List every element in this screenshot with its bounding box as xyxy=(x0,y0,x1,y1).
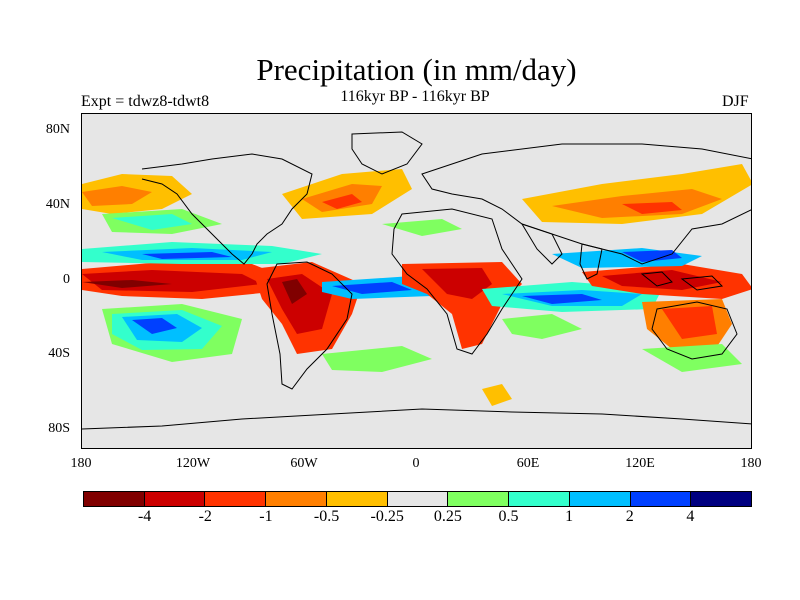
colorbar-cell xyxy=(509,492,570,506)
colorbar-cell xyxy=(387,492,449,506)
coastlines xyxy=(82,131,751,430)
x-tick-label: 0 xyxy=(412,456,420,471)
colorbar-label: 0.5 xyxy=(498,508,519,525)
x-tick-label: 120W xyxy=(175,456,211,471)
x-tick-label: 120E xyxy=(625,456,655,471)
colorbar-cell xyxy=(84,492,145,506)
colorbar-cell xyxy=(630,492,692,506)
colorbar-label: 4 xyxy=(686,508,695,525)
colorbar-label: -0.5 xyxy=(313,508,340,525)
colorbar xyxy=(83,491,752,507)
precip-map xyxy=(81,113,752,449)
x-tick-label: 60W xyxy=(290,456,318,471)
colorbar-cell xyxy=(205,492,267,506)
colorbar-cell xyxy=(144,492,206,506)
y-tick-label: 80S xyxy=(48,421,70,436)
colorbar-cell xyxy=(569,492,631,506)
colorbar-label: -1 xyxy=(259,508,273,525)
x-tick-label: 180 xyxy=(740,456,762,471)
plot-title: Precipitation (in mm/day) xyxy=(256,52,577,87)
colorbar-cell xyxy=(326,492,388,506)
colorbar-cell xyxy=(266,492,327,506)
experiment-label: Expt = tdwz8-tdwt8 xyxy=(81,93,210,110)
subtitle: 116kyr BP - 116kyr BP xyxy=(340,88,490,105)
precip-anomaly-patches xyxy=(82,164,751,406)
x-tick-label: 180 xyxy=(70,456,92,471)
colorbar-label: -2 xyxy=(198,508,212,525)
y-tick-label: 40S xyxy=(48,346,70,361)
x-tick-label: 60E xyxy=(516,456,540,471)
season-label: DJF xyxy=(722,93,749,110)
y-tick-label: 40N xyxy=(45,197,70,212)
colorbar-label: 2 xyxy=(625,508,634,525)
colorbar-label: 0.25 xyxy=(433,508,462,525)
y-tick-label: 0 xyxy=(63,272,70,287)
colorbar-cell xyxy=(448,492,510,506)
colorbar-label: -0.25 xyxy=(370,508,404,525)
colorbar-label: 1 xyxy=(565,508,574,525)
y-tick-label: 80N xyxy=(45,122,70,137)
colorbar-cell xyxy=(691,492,752,506)
colorbar-label: -4 xyxy=(137,508,152,525)
